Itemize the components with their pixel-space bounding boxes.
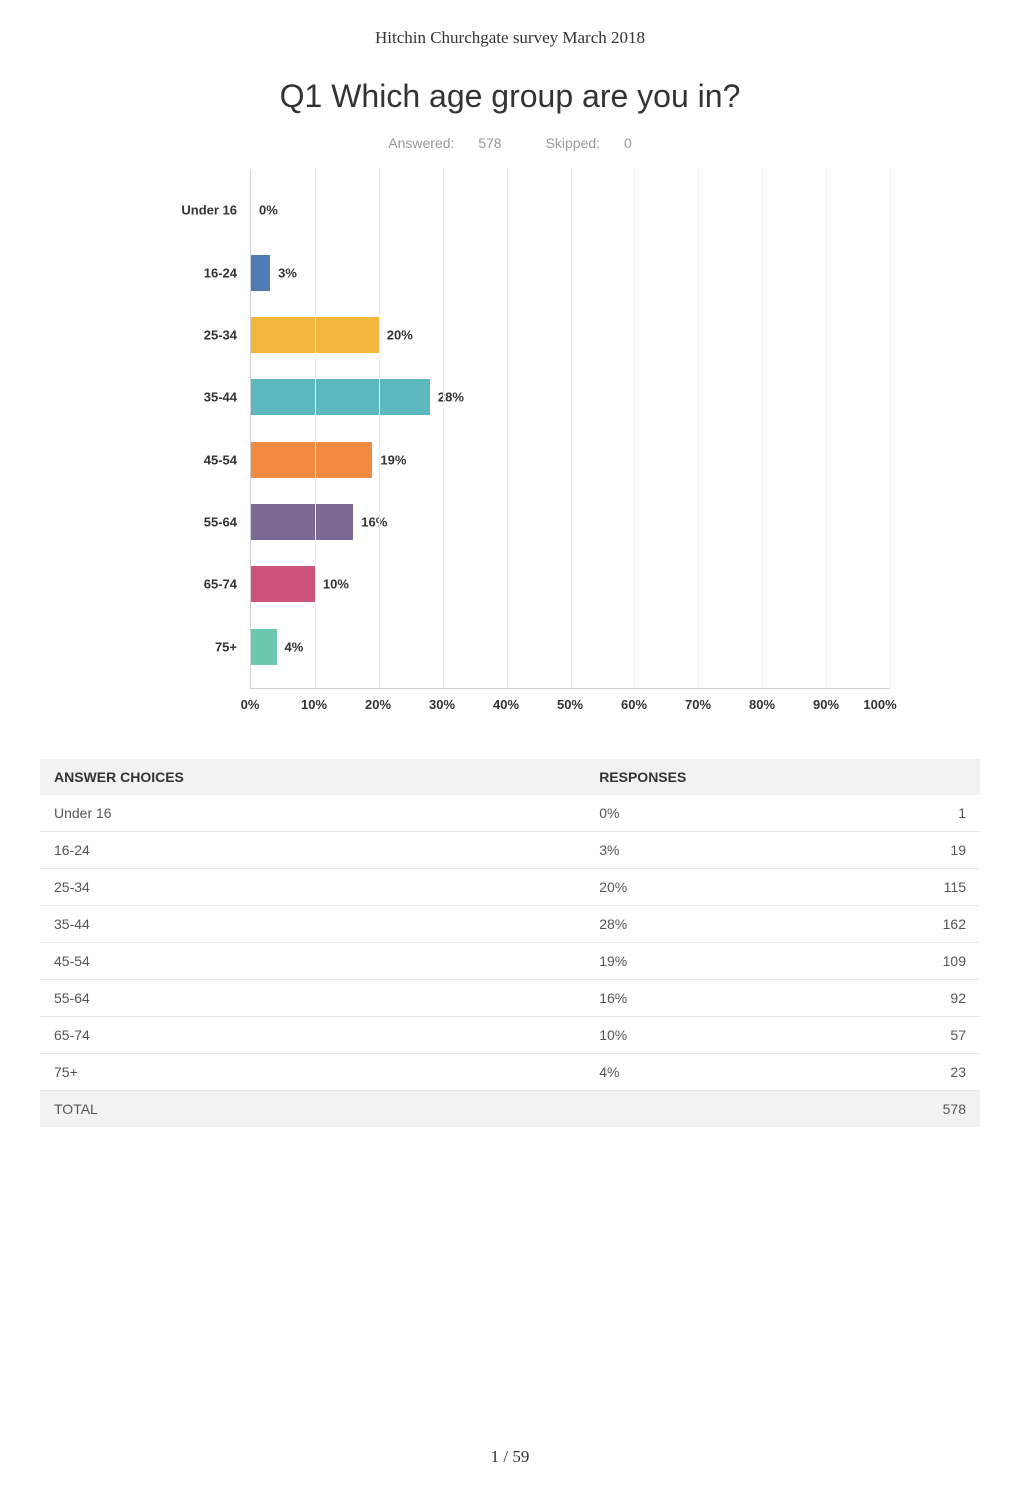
answered-label: Answered: 578 (378, 135, 511, 151)
cell-choice: Under 16 (40, 795, 585, 832)
grid-line (890, 169, 891, 688)
grid-line (379, 169, 380, 688)
cell-count: 23 (791, 1054, 980, 1091)
grid-line (507, 169, 508, 688)
x-axis: 0%10%20%30%40%50%60%70%80%90%100% (250, 689, 890, 719)
chart-meta: Answered: 578 Skipped: 0 (0, 135, 1020, 151)
x-tick-label: 10% (301, 697, 327, 712)
page-number: 1 / 59 (0, 1447, 1020, 1503)
table-row: 55-6416%92 (40, 980, 980, 1017)
cell-pct: 28% (585, 906, 791, 943)
bar-value-label: 4% (277, 639, 304, 654)
cell-count: 19 (791, 832, 980, 869)
x-tick-label: 40% (493, 697, 519, 712)
age-group-chart: Under 160%16-243%25-3420%35-4428%45-5419… (130, 169, 890, 719)
cell-total-count: 578 (791, 1091, 980, 1128)
grid-line (571, 169, 572, 688)
cell-choice: 35-44 (40, 906, 585, 943)
bar-value-label: 16% (353, 515, 387, 530)
cell-pct: 4% (585, 1054, 791, 1091)
grid-line (698, 169, 699, 688)
table-row: 35-4428%162 (40, 906, 980, 943)
bar-value-label: 19% (372, 452, 406, 467)
cell-choice: 25-34 (40, 869, 585, 906)
bar-category-label: Under 16 (181, 203, 251, 218)
bar: 16% (251, 504, 353, 540)
cell-pct: 20% (585, 869, 791, 906)
cell-count: 162 (791, 906, 980, 943)
bar: 10% (251, 566, 315, 602)
cell-pct: 0% (585, 795, 791, 832)
cell-pct: 10% (585, 1017, 791, 1054)
x-tick-label: 50% (557, 697, 583, 712)
bar-category-label: 16-24 (204, 265, 251, 280)
grid-line (315, 169, 316, 688)
grid-line (762, 169, 763, 688)
bar: 19% (251, 442, 372, 478)
bar-category-label: 25-34 (204, 327, 251, 342)
cell-choice: 55-64 (40, 980, 585, 1017)
responses-table: ANSWER CHOICES RESPONSES Under 160%116-2… (40, 759, 980, 1127)
bar-value-label: 10% (315, 577, 349, 592)
cell-count: 115 (791, 869, 980, 906)
cell-count: 92 (791, 980, 980, 1017)
cell-count: 109 (791, 943, 980, 980)
x-tick-label: 90% (813, 697, 839, 712)
table-total-row: TOTAL 578 (40, 1091, 980, 1128)
cell-pct: 16% (585, 980, 791, 1017)
cell-count: 1 (791, 795, 980, 832)
x-tick-label: 100% (863, 697, 896, 712)
bar-category-label: 35-44 (204, 390, 251, 405)
bar-value-label: 3% (270, 265, 297, 280)
bar: 3% (251, 255, 270, 291)
bar-category-label: 65-74 (204, 577, 251, 592)
x-tick-label: 20% (365, 697, 391, 712)
bar-value-label: 0% (251, 203, 278, 218)
skipped-label: Skipped: 0 (536, 135, 642, 151)
x-tick-label: 80% (749, 697, 775, 712)
cell-choice: 65-74 (40, 1017, 585, 1054)
bar-value-label: 20% (379, 327, 413, 342)
bar-category-label: 75+ (215, 639, 251, 654)
bar-category-label: 55-64 (204, 515, 251, 530)
cell-pct: 3% (585, 832, 791, 869)
bar-value-label: 28% (430, 390, 464, 405)
grid-line (826, 169, 827, 688)
cell-choice: 45-54 (40, 943, 585, 980)
table-row: 65-7410%57 (40, 1017, 980, 1054)
table-row: 75+4%23 (40, 1054, 980, 1091)
table-row: 16-243%19 (40, 832, 980, 869)
grid-line (634, 169, 635, 688)
cell-choice: 75+ (40, 1054, 585, 1091)
cell-total-label: TOTAL (40, 1091, 585, 1128)
x-tick-label: 0% (241, 697, 260, 712)
cell-total-pct (585, 1091, 791, 1128)
table-row: 45-5419%109 (40, 943, 980, 980)
page-header: Hitchin Churchgate survey March 2018 (0, 28, 1020, 48)
table-header-choices: ANSWER CHOICES (40, 759, 585, 795)
bar: 4% (251, 629, 277, 665)
table-header-responses: RESPONSES (585, 759, 980, 795)
cell-choice: 16-24 (40, 832, 585, 869)
cell-pct: 19% (585, 943, 791, 980)
grid-line (443, 169, 444, 688)
bar-category-label: 45-54 (204, 452, 251, 467)
x-tick-label: 30% (429, 697, 455, 712)
chart-plot-area: Under 160%16-243%25-3420%35-4428%45-5419… (250, 169, 890, 689)
table-row: Under 160%1 (40, 795, 980, 832)
bar: 28% (251, 379, 430, 415)
question-title: Q1 Which age group are you in? (0, 78, 1020, 115)
cell-count: 57 (791, 1017, 980, 1054)
table-row: 25-3420%115 (40, 869, 980, 906)
x-tick-label: 70% (685, 697, 711, 712)
x-tick-label: 60% (621, 697, 647, 712)
